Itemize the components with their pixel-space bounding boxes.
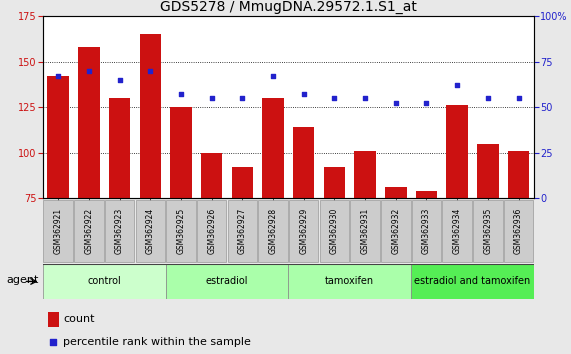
Polygon shape [504, 200, 533, 262]
Polygon shape [473, 200, 502, 262]
Polygon shape [412, 200, 441, 262]
Polygon shape [105, 200, 134, 262]
Bar [385, 187, 407, 335]
Polygon shape [320, 200, 349, 262]
Text: estradiol and tamoxifen: estradiol and tamoxifen [415, 276, 530, 286]
Text: GSM362936: GSM362936 [514, 208, 523, 254]
Point [299, 91, 308, 97]
Point [483, 95, 492, 101]
Text: GSM362923: GSM362923 [115, 208, 124, 254]
Bar [477, 144, 498, 335]
Bar [47, 76, 69, 335]
Point [49, 339, 58, 344]
Text: GSM362930: GSM362930 [330, 208, 339, 254]
Text: estradiol: estradiol [206, 276, 248, 286]
Polygon shape [43, 200, 73, 262]
Bar [48, 312, 59, 327]
Polygon shape [258, 200, 288, 262]
Polygon shape [74, 200, 103, 262]
Bar [324, 167, 345, 335]
Text: GSM362928: GSM362928 [268, 208, 278, 254]
Text: GSM362924: GSM362924 [146, 208, 155, 254]
Text: count: count [63, 314, 95, 324]
Bar [355, 151, 376, 335]
Text: GSM362925: GSM362925 [176, 208, 186, 254]
Title: GDS5278 / MmugDNA.29572.1.S1_at: GDS5278 / MmugDNA.29572.1.S1_at [160, 0, 417, 13]
Point [514, 95, 523, 101]
Point [146, 68, 155, 74]
Text: control: control [87, 276, 121, 286]
Point [207, 95, 216, 101]
Point [85, 68, 94, 74]
Bar [232, 167, 253, 335]
Text: GSM362935: GSM362935 [483, 208, 492, 254]
Bar [166, 264, 288, 299]
Text: GSM362922: GSM362922 [85, 208, 94, 254]
Text: GSM362932: GSM362932 [391, 208, 400, 254]
Polygon shape [443, 200, 472, 262]
Bar [447, 105, 468, 335]
Polygon shape [228, 200, 257, 262]
Text: percentile rank within the sample: percentile rank within the sample [63, 337, 251, 347]
Bar [170, 107, 192, 335]
Bar [293, 127, 315, 335]
Text: GSM362934: GSM362934 [453, 208, 462, 254]
Bar [262, 98, 284, 335]
Polygon shape [166, 200, 196, 262]
Point [115, 77, 124, 82]
Point [360, 95, 369, 101]
Bar [109, 98, 130, 335]
Bar [508, 151, 529, 335]
Point [453, 82, 462, 88]
Bar [411, 264, 534, 299]
Point [391, 101, 400, 106]
Text: GSM362926: GSM362926 [207, 208, 216, 254]
Text: GSM362933: GSM362933 [422, 208, 431, 254]
Text: agent: agent [6, 275, 39, 285]
Bar [416, 191, 437, 335]
Text: GSM362929: GSM362929 [299, 208, 308, 254]
Bar [139, 34, 161, 335]
Point [238, 95, 247, 101]
Bar [288, 264, 411, 299]
Polygon shape [381, 200, 411, 262]
Text: GSM362927: GSM362927 [238, 208, 247, 254]
Text: tamoxifen: tamoxifen [325, 276, 375, 286]
Bar [78, 47, 99, 335]
Point [422, 101, 431, 106]
Polygon shape [197, 200, 226, 262]
Text: GSM362931: GSM362931 [360, 208, 369, 254]
Text: GSM362921: GSM362921 [54, 208, 63, 254]
Polygon shape [351, 200, 380, 262]
Polygon shape [289, 200, 319, 262]
Polygon shape [135, 200, 165, 262]
Bar [43, 264, 166, 299]
Point [268, 73, 278, 79]
Point [176, 91, 186, 97]
Point [54, 73, 63, 79]
Bar [201, 153, 222, 335]
Point [330, 95, 339, 101]
